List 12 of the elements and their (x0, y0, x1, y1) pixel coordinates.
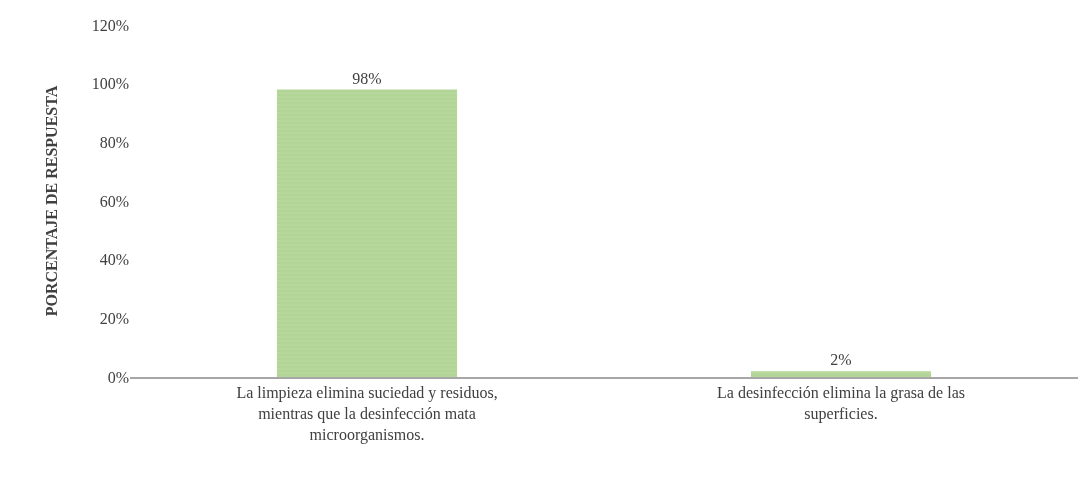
y-tick-label: 120% (91, 16, 129, 34)
y-tick-label: 0% (107, 368, 129, 386)
y-tick-label: 80% (99, 133, 129, 151)
y-axis-title: PORCENTAJE DE RESPUESTA (42, 85, 60, 317)
y-tick-label: 100% (91, 75, 129, 93)
data-label: 98% (352, 69, 382, 87)
x-tick-label: La desinfección elimina la grasa de las superficies. (717, 384, 965, 423)
y-tick-label: 40% (99, 251, 129, 269)
data-label: 2% (830, 351, 852, 369)
x-tick-label: La limpieza elimina suciedad y residuos, mientras que la desinfección mata microorganismos. (236, 384, 498, 444)
y-tick-label: 60% (99, 192, 129, 210)
y-tick-label: 20% (99, 309, 129, 327)
